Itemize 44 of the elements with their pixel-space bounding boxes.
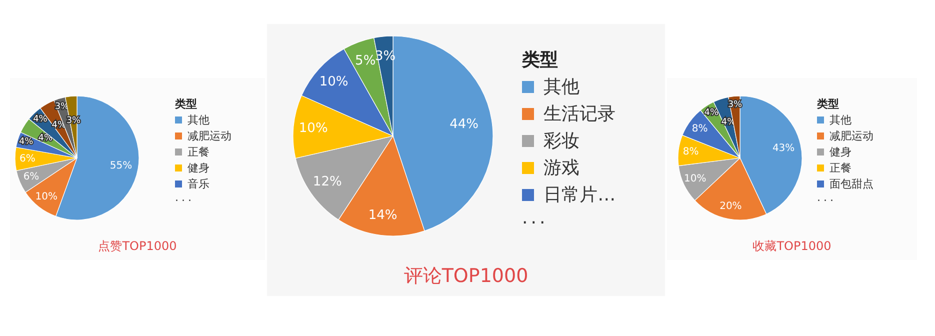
- legend-title: 类型: [174, 98, 197, 110]
- text: 评论TOP1000: [404, 265, 528, 287]
- data-label: 6%: [19, 153, 36, 164]
- text: 收藏TOP1000: [752, 239, 832, 253]
- data-label: 4%: [18, 137, 34, 148]
- legend-label: 面包甜点: [830, 178, 874, 190]
- data-label: 43%: [772, 142, 795, 154]
- data-label: 55%: [110, 160, 132, 172]
- legend-label: 日常片…: [544, 184, 616, 206]
- legend-label: 彩妆: [544, 130, 580, 152]
- data-label: 10%: [684, 174, 706, 185]
- text: ...: [817, 191, 836, 204]
- data-label: 8%: [692, 123, 708, 134]
- legend-label: 减肥运动: [188, 130, 232, 142]
- legend-label: 健身: [830, 146, 852, 158]
- legend-label: 生活记录: [544, 104, 616, 124]
- legend-label: 其他: [544, 76, 580, 98]
- legend-label: 正餐: [188, 146, 210, 158]
- text: ...: [175, 191, 194, 204]
- legend-title: 类型: [816, 98, 839, 110]
- text: ...: [522, 207, 548, 228]
- data-label: 6%: [23, 172, 40, 183]
- data-label: 4%: [33, 114, 48, 124]
- data-label: 14%: [368, 208, 398, 223]
- data-label: 10%: [298, 120, 328, 136]
- legend-title: 类型: [521, 50, 558, 70]
- legend-label: 减肥运动: [830, 130, 874, 142]
- text: 点赞TOP1000: [98, 239, 177, 253]
- data-label: 8%: [682, 146, 699, 158]
- data-label: 4%: [704, 108, 720, 118]
- legend-label: 音乐: [188, 178, 210, 190]
- data-label: 12%: [312, 174, 342, 190]
- legend-label: 游戏: [544, 158, 580, 178]
- data-label: 20%: [720, 201, 742, 212]
- legend-label: 健身: [188, 162, 210, 174]
- data-label: 4%: [38, 133, 53, 144]
- data-label: 10%: [35, 191, 58, 202]
- data-label: 44%: [450, 117, 479, 132]
- legend-label: 正餐: [830, 162, 852, 174]
- legend-label: 其他: [188, 114, 210, 126]
- data-label: 10%: [319, 74, 348, 90]
- legend-label: 其他: [830, 114, 852, 126]
- data-label: 3%: [66, 116, 82, 126]
- data-label: 5%: [355, 53, 376, 68]
